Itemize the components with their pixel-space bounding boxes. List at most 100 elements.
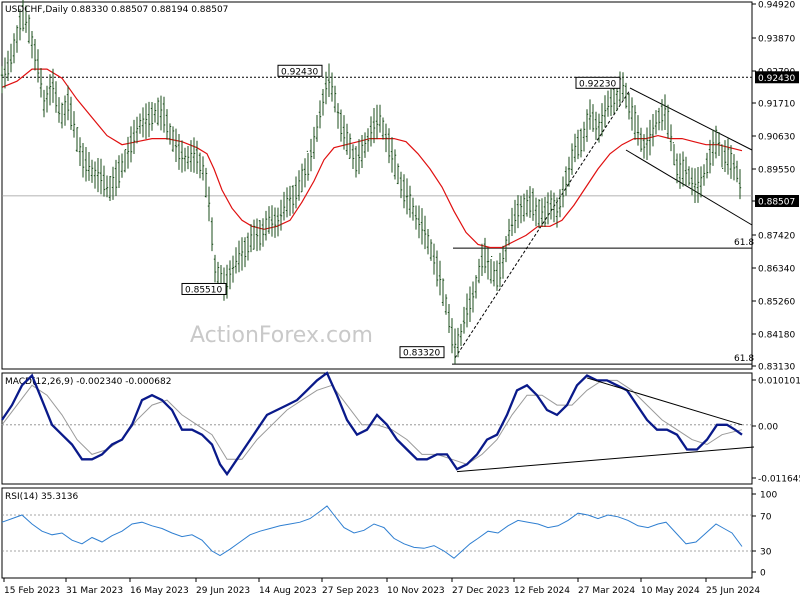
- price-bar: [3, 57, 7, 89]
- price-bar: [189, 140, 193, 172]
- price-bar: [36, 49, 40, 83]
- price-bar: [330, 72, 334, 102]
- price-annotation: 0.85510: [181, 282, 227, 295]
- resistance-price-label: 0.92430: [758, 74, 795, 84]
- price-bar: [435, 250, 439, 287]
- price-bar: [315, 115, 319, 142]
- price-bar: [276, 207, 280, 237]
- price-bar: [687, 166, 691, 186]
- x-tick-label: 15 Feb 2023: [4, 586, 60, 596]
- y-tick-label: 0.83130: [758, 363, 795, 373]
- price-bar: [681, 151, 685, 187]
- price-bar: [567, 156, 571, 187]
- price-bar: [405, 178, 409, 215]
- fib-label: 61.8: [734, 354, 754, 364]
- price-bar: [252, 219, 256, 250]
- price-bar: [690, 167, 694, 196]
- price-bar: [255, 218, 259, 252]
- price-bar: [204, 167, 208, 198]
- price-bar: [357, 139, 361, 175]
- price-bar: [297, 170, 301, 201]
- price-bar: [342, 115, 346, 150]
- price-bar: [489, 255, 493, 284]
- price-bar: [522, 193, 526, 222]
- price-bar: [321, 89, 325, 116]
- price-bar: [402, 174, 406, 209]
- price-bar: [543, 196, 547, 227]
- price-bar: [495, 260, 499, 291]
- price-bar: [123, 149, 127, 173]
- price-bar: [636, 115, 640, 146]
- price-bar: [711, 129, 715, 166]
- macd-y-tick-label: 0.010101: [758, 377, 800, 387]
- x-tick-label: 25 Jun 2024: [706, 586, 760, 596]
- x-tick-label: 10 Nov 2023: [387, 586, 445, 596]
- price-bar: [729, 145, 733, 179]
- price-bar: [15, 25, 19, 53]
- price-bar: [669, 124, 673, 152]
- price-bar: [453, 328, 457, 364]
- price-bar: [258, 220, 262, 251]
- price-bar: [27, 14, 31, 44]
- price-bar: [492, 261, 496, 287]
- price-bar: [375, 104, 379, 140]
- channel-lower-line: [625, 149, 753, 226]
- price-bar: [144, 103, 148, 140]
- price-bar: [12, 33, 16, 64]
- price-bar: [72, 111, 76, 138]
- moving-average-line: [1, 68, 743, 249]
- macd-trendline: [586, 377, 743, 426]
- annotation-box: [181, 282, 227, 295]
- annotation-box: [575, 76, 621, 89]
- price-bar: [156, 97, 160, 126]
- price-bar: [444, 294, 448, 315]
- price-bar: [630, 97, 634, 131]
- price-bar: [702, 164, 706, 186]
- price-bar: [60, 102, 64, 129]
- price-bar: [294, 176, 298, 209]
- price-bar: [561, 176, 565, 208]
- price-bar: [564, 166, 568, 196]
- price-bar: [390, 137, 394, 173]
- x-tick-label: 27 Dec 2023: [452, 586, 510, 596]
- rsi-y-tick-label: 30: [760, 548, 772, 558]
- price-bar: [9, 43, 13, 73]
- price-bar: [558, 189, 562, 218]
- price-bar: [468, 286, 472, 322]
- price-bar: [597, 113, 601, 143]
- price-bar: [363, 132, 367, 158]
- price-bar: [666, 104, 670, 139]
- price-bar: [273, 207, 277, 238]
- price-bar: [570, 143, 574, 175]
- price-bar: [192, 137, 196, 173]
- price-bar: [168, 123, 172, 145]
- price-bar: [438, 260, 442, 296]
- price-bar: [393, 149, 397, 180]
- macd-panel-frame: [1, 372, 753, 485]
- macd-y-tick-label: 0.00: [758, 423, 778, 433]
- y-tick-label: 0.91710: [758, 100, 795, 110]
- price-bar: [534, 197, 538, 227]
- rsi-y-tick-label: 100: [760, 491, 777, 501]
- price-bar: [720, 144, 724, 169]
- resistance-price-box: [755, 71, 799, 84]
- price-bar: [678, 153, 682, 189]
- macd-trendline: [456, 446, 755, 473]
- price-bar: [732, 154, 736, 181]
- price-bar: [408, 185, 412, 218]
- price-bar: [279, 199, 283, 231]
- rsi-y-tick-label: 70: [760, 513, 772, 523]
- price-bar: [654, 110, 658, 135]
- price-bar: [627, 93, 631, 120]
- price-bar: [633, 105, 637, 140]
- channel-upper-line: [629, 87, 753, 151]
- price-bar: [516, 195, 520, 229]
- fib-label: 61.8: [734, 238, 754, 248]
- price-bar: [417, 205, 421, 239]
- annotation-label: 0.92230: [579, 79, 616, 89]
- price-bar: [579, 128, 583, 158]
- price-annotation: 0.92430: [277, 64, 323, 77]
- price-bar: [6, 50, 10, 81]
- price-bar: [66, 85, 70, 121]
- price-bar: [24, 5, 28, 33]
